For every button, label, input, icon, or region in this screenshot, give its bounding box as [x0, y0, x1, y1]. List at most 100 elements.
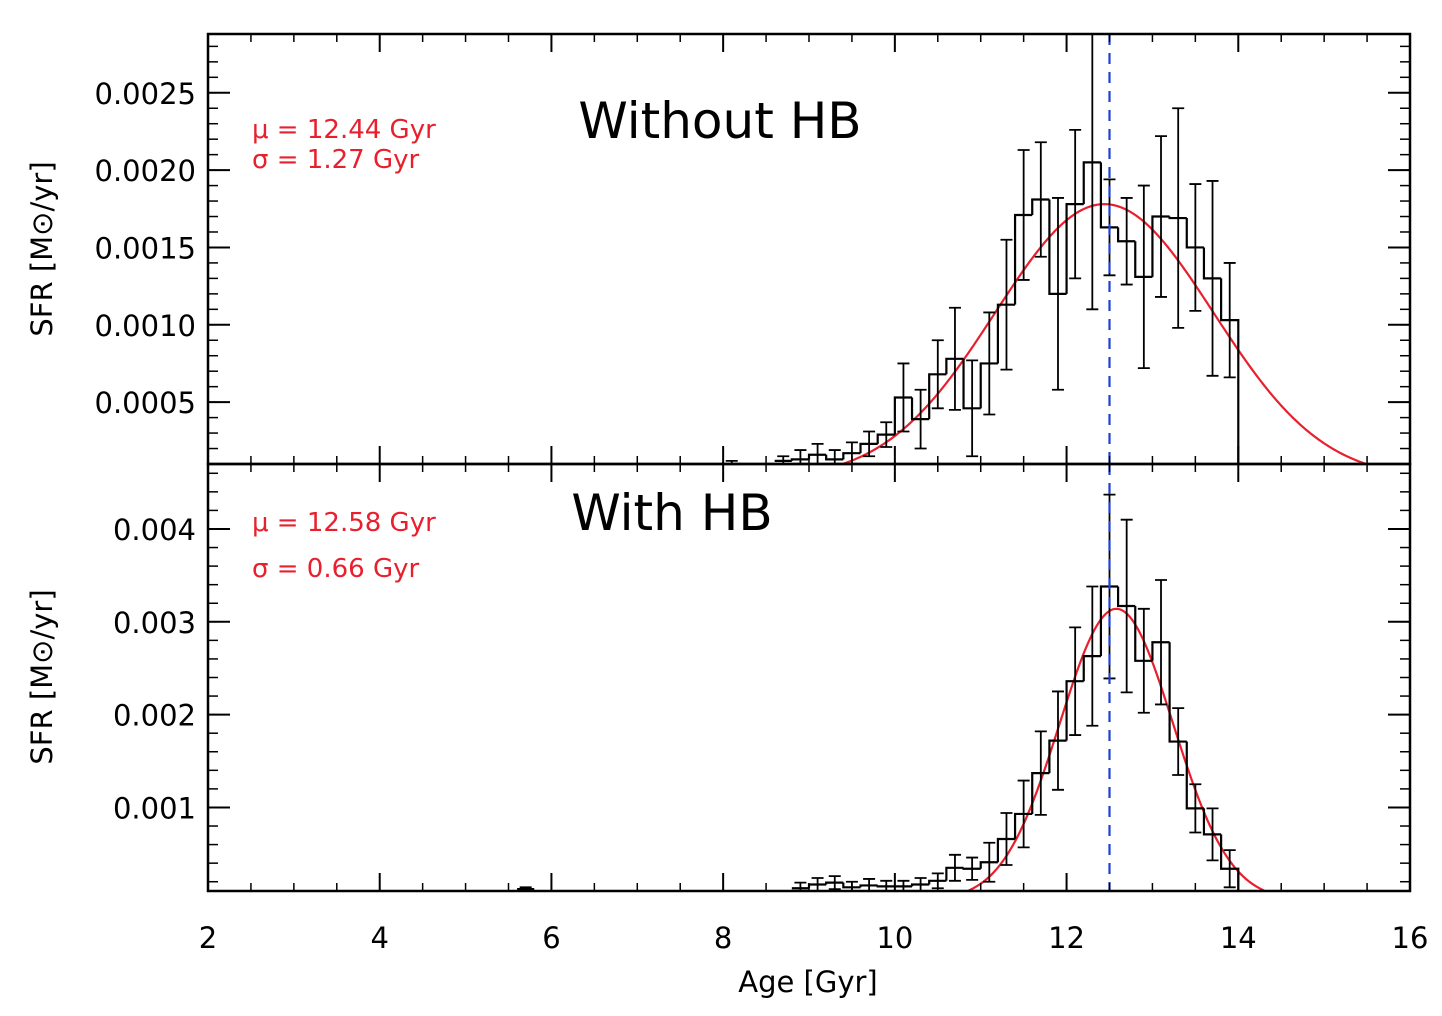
x-axis-label: Age [Gyr]	[738, 965, 878, 999]
top-panel-title: Without HB	[578, 92, 861, 150]
bottom-error-bar	[983, 841, 996, 883]
bottom-histogram-bin	[1151, 641, 1170, 661]
bottom-histogram-bin	[876, 885, 895, 888]
bottom-histogram-bin	[825, 881, 844, 885]
x-tick-label: 2	[199, 921, 217, 955]
bottom-error-bar	[1086, 585, 1099, 727]
top-y-tick-label: 0.0010	[95, 309, 196, 343]
top-error-bar	[948, 306, 961, 411]
top-histogram-bin	[1065, 203, 1084, 294]
bottom-histogram-bin	[945, 866, 964, 881]
bottom-error-bar	[828, 875, 841, 891]
bottom-histogram-bin	[859, 884, 878, 888]
x-tick-label: 6	[542, 921, 560, 955]
top-error-bar	[811, 442, 824, 464]
top-histogram-bin	[893, 396, 913, 435]
top-mu-annotation: μ = 12.44 Gyr	[252, 115, 436, 145]
bottom-error-bar	[966, 856, 979, 881]
bottom-y-tick-label: 0.002	[113, 699, 196, 733]
bottom-histogram-bin	[1013, 812, 1033, 840]
top-histogram-bin	[1151, 215, 1170, 277]
top-error-bar	[1172, 107, 1185, 329]
bottom-error-bar	[863, 878, 876, 891]
bottom-histogram-bin	[1031, 772, 1050, 814]
panel-bottom: 0.001 0.002 0.003 0.004 With HB μ = 12.58 G…	[25, 462, 1412, 893]
top-error-bar	[1223, 262, 1236, 379]
top-sigma-annotation: σ = 1.27 Gyr	[252, 145, 419, 175]
bottom-y-tick-label: 0.001	[113, 791, 196, 825]
top-error-bar	[983, 311, 996, 416]
top-error-bar	[1034, 141, 1047, 258]
top-error-bar	[1155, 135, 1168, 298]
bottom-error-bar	[1223, 849, 1236, 889]
bottom-panel-title: With HB	[571, 484, 772, 542]
top-error-bar	[1189, 183, 1202, 312]
top-error-bar	[828, 449, 841, 464]
top-histogram-bin	[928, 373, 947, 420]
bottom-histogram-bin	[962, 867, 981, 870]
top-error-bar	[1086, 34, 1099, 311]
x-tick-label: 4	[370, 921, 388, 955]
bottom-error-bar	[1034, 730, 1047, 816]
bottom-error-bar	[794, 881, 807, 891]
top-histogram-bin	[962, 358, 981, 410]
bottom-mu-annotation: μ = 12.58 Gyr	[252, 508, 436, 538]
bottom-histogram-bin	[1168, 642, 1187, 743]
top-histogram-bin	[1168, 216, 1187, 220]
bottom-histogram-bin	[1065, 680, 1084, 741]
bottom-histogram-bin	[1082, 655, 1101, 682]
top-histogram-bin	[910, 397, 930, 421]
top-error-bar	[966, 359, 979, 458]
bottom-error-bar	[1120, 518, 1133, 694]
bottom-y-axis-label: SFR [M⊙/yr]	[25, 589, 59, 764]
bottom-panel-frame	[206, 462, 1412, 893]
top-histogram-bin	[876, 433, 895, 444]
bottom-error-bar	[948, 853, 961, 882]
bottom-error-bar	[1137, 607, 1150, 714]
x-tick-label: 12	[1048, 921, 1085, 955]
top-histogram-bin	[1013, 213, 1033, 305]
top-histogram-bin	[1099, 162, 1119, 229]
bottom-y-tick-label: 0.003	[113, 606, 196, 640]
top-histogram-bin	[790, 458, 809, 461]
bottom-error-bar	[914, 877, 927, 891]
top-histogram-bin	[1116, 227, 1136, 243]
panel-top: 0.0005 0.0010 0.0015 0.0020 0.0025 Without H…	[25, 32, 1412, 466]
bottom-error-bar	[880, 879, 893, 891]
top-histogram-bin	[996, 303, 1016, 364]
bottom-error-bar	[1069, 626, 1082, 736]
top-y-tick-label: 0.0015	[95, 231, 196, 265]
top-error-bar	[1120, 197, 1133, 286]
top-histogram-bin	[979, 362, 998, 409]
x-tick-label: 10	[876, 921, 913, 955]
top-histogram-bin	[825, 454, 844, 461]
bottom-histogram-bin	[910, 883, 930, 887]
top-y-tick-label: 0.0025	[95, 77, 196, 111]
x-tick-label: 16	[1392, 921, 1429, 955]
top-histogram-bin	[1082, 161, 1101, 205]
top-error-bar	[914, 388, 927, 450]
top-error-bar	[897, 362, 910, 433]
top-error-bar	[1137, 184, 1150, 369]
bottom-histogram-bin	[1099, 585, 1119, 657]
top-error-bar	[863, 430, 876, 458]
bottom-histogram-bin	[1202, 808, 1222, 836]
bottom-histogram-bin	[1116, 586, 1136, 608]
top-error-bar	[1206, 180, 1219, 377]
bottom-error-bar	[811, 877, 824, 891]
bottom-error-bar	[1155, 579, 1168, 706]
top-error-bar	[931, 339, 944, 410]
top-y-tick-label: 0.0020	[95, 154, 196, 188]
bottom-error-bar	[1000, 812, 1013, 866]
bottom-histogram-bin	[1185, 741, 1204, 810]
top-histogram-bin	[945, 357, 964, 375]
top-error-bar	[1069, 129, 1082, 280]
bottom-error-bar	[1189, 783, 1202, 834]
bottom-histogram-bin	[1134, 606, 1153, 662]
top-y-tick-label: 0.0005	[95, 386, 196, 420]
top-error-bar	[1051, 197, 1064, 391]
bottom-histogram-bin	[842, 882, 861, 889]
bottom-histogram-bin	[996, 837, 1016, 863]
top-error-bar	[777, 455, 790, 464]
